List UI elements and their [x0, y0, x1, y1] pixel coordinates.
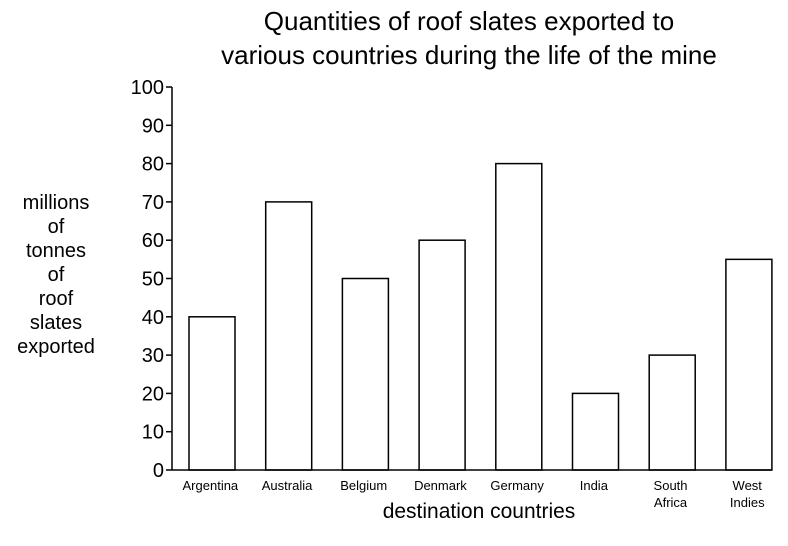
x-tick-label: Australia [262, 478, 313, 493]
x-tick-label: India [580, 478, 609, 493]
x-tick-label: South [654, 478, 688, 493]
y-axis-label-line: of [47, 264, 65, 286]
y-tick-label: 0 [153, 460, 164, 482]
x-tick-label: Belgium [340, 478, 387, 493]
x-tick-label: Indies [730, 495, 765, 510]
y-tick-label: 30 [142, 345, 164, 367]
bar [341, 277, 390, 471]
y-tick-label: 20 [142, 383, 164, 405]
y-tick-label: 90 [142, 115, 164, 137]
bar [571, 392, 620, 471]
bar [495, 162, 543, 471]
bar [418, 239, 466, 471]
bar [264, 201, 313, 471]
y-tick-label: 10 [142, 422, 164, 444]
bar [725, 258, 773, 471]
bar [188, 316, 236, 471]
y-tick-label: 60 [142, 230, 164, 252]
y-tick-label: 70 [142, 192, 164, 214]
x-tick-label: Germany [490, 478, 544, 493]
y-tick-label: 40 [142, 307, 164, 329]
y-axis-label-line: roof [38, 288, 74, 310]
y-tick-label: 100 [131, 77, 164, 99]
x-axis-label: destination countries [382, 500, 576, 523]
chart-title-line-2: various countries during the life of the… [221, 40, 717, 70]
x-tick-label: Africa [654, 495, 688, 510]
y-axis-label-line: exported [17, 336, 95, 358]
x-tick-label: Argentina [183, 478, 239, 493]
x-tick-label: Denmark [414, 478, 467, 493]
y-axis-label-line: millions [22, 192, 90, 214]
y-tick-label: 50 [142, 269, 164, 291]
y-tick-label: 80 [142, 154, 164, 176]
bar [648, 354, 696, 471]
y-axis-label-line: slates [29, 312, 83, 334]
chart-title-line-1: Quantities of roof slates exported to [263, 6, 675, 36]
y-axis-label-line: tonnes [25, 240, 87, 262]
y-axis-label-line: of [47, 216, 65, 238]
x-tick-label: West [733, 478, 763, 493]
